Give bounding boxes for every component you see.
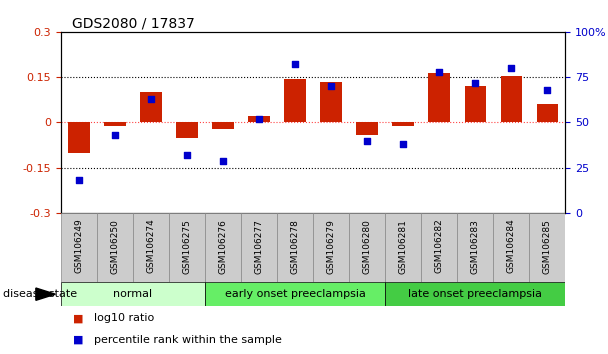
- Bar: [205, 213, 241, 282]
- Polygon shape: [36, 288, 55, 300]
- Bar: [241, 213, 277, 282]
- Point: [471, 80, 480, 85]
- Text: late onset preeclampsia: late onset preeclampsia: [409, 289, 542, 299]
- Bar: [392, 122, 414, 126]
- Text: ■: ■: [73, 335, 83, 345]
- Text: GSM106279: GSM106279: [326, 219, 336, 274]
- Point: [362, 138, 372, 143]
- Bar: [356, 122, 378, 135]
- Text: GSM106276: GSM106276: [218, 219, 227, 274]
- Bar: [212, 122, 234, 129]
- Bar: [429, 73, 450, 122]
- Point: [290, 62, 300, 67]
- Point: [542, 87, 552, 93]
- Text: GSM106282: GSM106282: [435, 219, 444, 273]
- Text: GSM106250: GSM106250: [111, 219, 119, 274]
- Text: ■: ■: [73, 313, 83, 323]
- Text: GSM106280: GSM106280: [363, 219, 371, 274]
- Text: percentile rank within the sample: percentile rank within the sample: [94, 335, 282, 345]
- Bar: [61, 213, 97, 282]
- Point: [74, 178, 84, 183]
- Point: [506, 65, 516, 71]
- Point: [146, 96, 156, 102]
- Bar: [500, 76, 522, 122]
- Text: GSM106277: GSM106277: [255, 219, 263, 274]
- Bar: [277, 213, 313, 282]
- Text: log10 ratio: log10 ratio: [94, 313, 154, 323]
- Point: [398, 141, 408, 147]
- Bar: [493, 213, 530, 282]
- Bar: [248, 116, 270, 122]
- Bar: [421, 213, 457, 282]
- Bar: [313, 213, 349, 282]
- Text: disease state: disease state: [3, 289, 77, 299]
- Point: [218, 158, 228, 164]
- Bar: [349, 213, 385, 282]
- Bar: [68, 122, 89, 153]
- Bar: [169, 213, 205, 282]
- Text: GSM106284: GSM106284: [507, 219, 516, 273]
- Text: GSM106274: GSM106274: [147, 219, 156, 273]
- Point: [326, 84, 336, 89]
- Bar: [457, 213, 493, 282]
- Bar: [205, 282, 385, 306]
- Text: GSM106249: GSM106249: [74, 219, 83, 273]
- Bar: [133, 213, 169, 282]
- Point: [435, 69, 444, 75]
- Bar: [176, 122, 198, 138]
- Bar: [97, 213, 133, 282]
- Bar: [537, 104, 558, 122]
- Text: GSM106285: GSM106285: [543, 219, 552, 274]
- Point: [110, 132, 120, 138]
- Text: GSM106283: GSM106283: [471, 219, 480, 274]
- Bar: [61, 282, 205, 306]
- Bar: [320, 82, 342, 122]
- Bar: [140, 92, 162, 122]
- Point: [254, 116, 264, 122]
- Bar: [385, 282, 565, 306]
- Text: early onset preeclampsia: early onset preeclampsia: [225, 289, 365, 299]
- Text: normal: normal: [113, 289, 153, 299]
- Text: GSM106281: GSM106281: [399, 219, 408, 274]
- Bar: [385, 213, 421, 282]
- Bar: [530, 213, 565, 282]
- Bar: [285, 79, 306, 122]
- Text: GSM106275: GSM106275: [182, 219, 192, 274]
- Text: GDS2080 / 17837: GDS2080 / 17837: [72, 16, 195, 30]
- Text: GSM106278: GSM106278: [291, 219, 300, 274]
- Point: [182, 152, 192, 158]
- Bar: [465, 86, 486, 122]
- Bar: [104, 122, 126, 126]
